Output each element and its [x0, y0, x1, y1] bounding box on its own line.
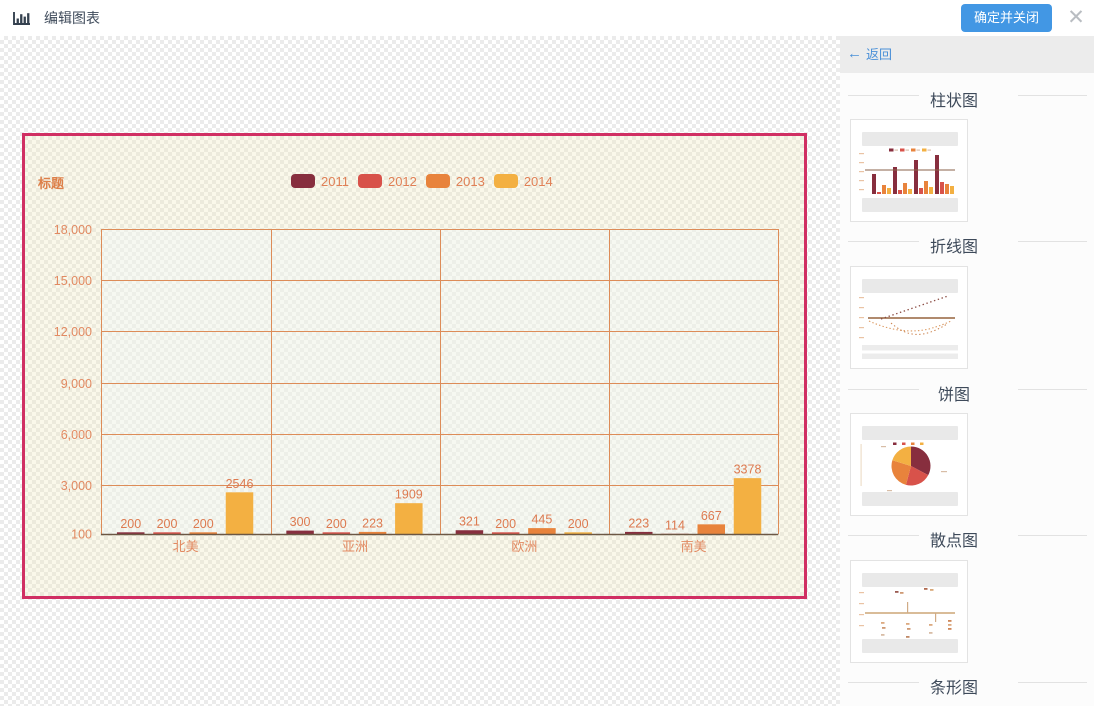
svg-text:223: 223 — [362, 516, 383, 530]
svg-text:200: 200 — [495, 517, 516, 531]
svg-text:18,000: 18,000 — [54, 223, 92, 237]
svg-text:2546: 2546 — [226, 477, 254, 491]
svg-text:114: 114 — [665, 518, 685, 532]
svg-text:200: 200 — [120, 517, 141, 531]
svg-text:南美: 南美 — [681, 539, 707, 554]
svg-text:200: 200 — [568, 517, 589, 531]
svg-text:12,000: 12,000 — [54, 325, 92, 339]
svg-text:321: 321 — [459, 515, 480, 529]
svg-text:6,000: 6,000 — [61, 428, 92, 442]
svg-text:223: 223 — [628, 516, 649, 530]
svg-text:200: 200 — [193, 517, 214, 531]
svg-text:亚洲: 亚洲 — [342, 539, 368, 554]
svg-text:3,000: 3,000 — [61, 479, 92, 493]
svg-text:15,000: 15,000 — [54, 274, 92, 288]
svg-text:200: 200 — [326, 517, 347, 531]
svg-text:300: 300 — [290, 515, 311, 529]
svg-text:3378: 3378 — [734, 463, 762, 477]
svg-text:445: 445 — [531, 513, 552, 527]
svg-text:200: 200 — [157, 517, 178, 531]
svg-text:1909: 1909 — [395, 488, 423, 502]
svg-text:9,000: 9,000 — [61, 377, 92, 391]
svg-text:667: 667 — [701, 509, 722, 523]
svg-text:欧洲: 欧洲 — [511, 539, 537, 554]
svg-text:北美: 北美 — [173, 539, 199, 554]
svg-text:100: 100 — [71, 528, 92, 542]
